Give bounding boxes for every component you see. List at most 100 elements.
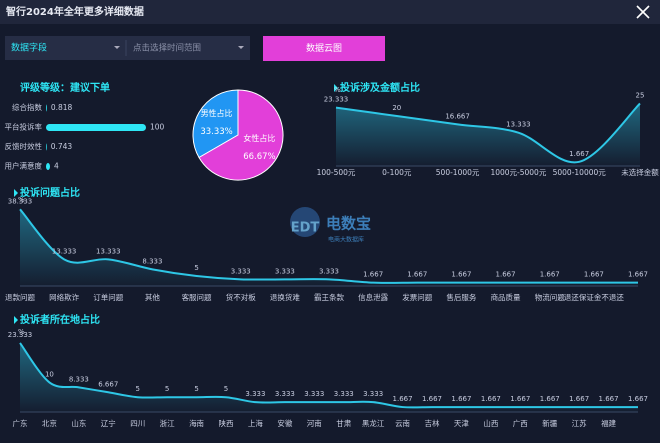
value-label: 4 bbox=[54, 162, 59, 171]
x-tick-label: 未选择金额 bbox=[621, 167, 659, 177]
value-label: 0.743 bbox=[51, 142, 73, 151]
x-tick-label: 海南 bbox=[189, 418, 204, 428]
value-label: 1.667 bbox=[407, 271, 427, 279]
x-tick-label: 广西 bbox=[513, 418, 528, 428]
x-tick-label: 上海 bbox=[248, 418, 263, 428]
watermark-logo: EDT bbox=[291, 221, 320, 236]
value-label: 1.667 bbox=[451, 271, 471, 279]
cloud-button[interactable] bbox=[263, 36, 385, 61]
x-tick-label: 安徽 bbox=[277, 418, 292, 428]
x-tick-label: 云南 bbox=[395, 418, 410, 428]
watermark: EDT 电数宝 电商大数据库 bbox=[290, 207, 371, 244]
value-label: 3.333 bbox=[231, 267, 251, 275]
pie-slice bbox=[192, 89, 239, 159]
line bbox=[19, 342, 638, 409]
cloud-button-label[interactable]: 数据云图 bbox=[306, 42, 342, 54]
x-tick-label: 山西 bbox=[483, 418, 498, 428]
time-select[interactable]: 点击选择时间范围 bbox=[133, 43, 201, 54]
x-tick-label: 河南 bbox=[307, 418, 322, 428]
x-tick-label: 广东 bbox=[13, 418, 28, 428]
bar bbox=[46, 163, 50, 170]
title-icon bbox=[14, 316, 18, 324]
x-tick-label: 陕西 bbox=[219, 418, 234, 428]
x-tick-label: 福建 bbox=[601, 418, 616, 428]
value-label: 23.333 bbox=[8, 331, 33, 339]
value-label: 5 bbox=[165, 385, 169, 393]
x-tick-label: 商品质量 bbox=[491, 292, 521, 302]
x-tick-label: 吉林 bbox=[425, 418, 440, 428]
x-tick-label: 甘肃 bbox=[336, 418, 351, 428]
unit-label: % bbox=[334, 86, 341, 94]
value-label: 10 bbox=[45, 370, 54, 378]
x-tick-label: 江苏 bbox=[572, 418, 587, 428]
line-area bbox=[20, 342, 638, 412]
x-tick-label: 退还保证金不退还 bbox=[564, 292, 624, 302]
value-label: 1.667 bbox=[510, 395, 530, 403]
value-label: 13.333 bbox=[506, 121, 531, 129]
line bbox=[335, 102, 641, 164]
x-tick-label: 货不对板 bbox=[226, 292, 256, 302]
slice-label: 女性占比 bbox=[243, 133, 275, 143]
x-tick-label: 退换货难 bbox=[270, 292, 300, 302]
title-icon bbox=[334, 84, 338, 92]
line bbox=[19, 208, 638, 284]
x-tick-label: 售后服务 bbox=[446, 292, 476, 302]
category-label: 平台投诉率 bbox=[5, 122, 43, 132]
dropdown-arrow bbox=[114, 46, 120, 49]
x-tick-label: 物流问题 bbox=[535, 292, 565, 302]
category-label: 综合指数 bbox=[12, 102, 42, 112]
value-label: 23.333 bbox=[324, 96, 349, 104]
category-label: 反馈时效性 bbox=[5, 141, 43, 151]
value-label: 1.667 bbox=[540, 395, 560, 403]
value-label: 3.333 bbox=[245, 390, 265, 398]
x-tick-label: 浙江 bbox=[160, 418, 175, 428]
field-select[interactable]: 数据字段 bbox=[11, 42, 47, 54]
dropdown-arrow bbox=[238, 46, 244, 49]
chart-title: 评级等级：建议下单 bbox=[20, 81, 110, 94]
x-tick-label: 辽宁 bbox=[101, 418, 116, 428]
value-label: 1.667 bbox=[584, 271, 604, 279]
value-label: 1.667 bbox=[569, 395, 589, 403]
value-label: 5 bbox=[194, 385, 198, 393]
value-label: 3.333 bbox=[334, 390, 354, 398]
header-title: 智行2024年全年更多详细数据 bbox=[6, 5, 144, 18]
x-tick-label: 新疆 bbox=[542, 418, 557, 428]
title-icon bbox=[14, 189, 18, 197]
value-label: 13.333 bbox=[52, 247, 77, 255]
range-select[interactable] bbox=[5, 36, 250, 60]
value-label: 5 bbox=[135, 385, 139, 393]
x-tick-label: 北京 bbox=[42, 418, 57, 428]
x-tick-label: 网络欺诈 bbox=[49, 292, 79, 302]
close-button[interactable] bbox=[636, 5, 650, 19]
value-label: 3.333 bbox=[319, 267, 339, 275]
value-label: 1.667 bbox=[628, 395, 648, 403]
value-label: 1.667 bbox=[451, 395, 471, 403]
value-label: 5 bbox=[194, 264, 198, 272]
value-label: 38.333 bbox=[8, 197, 33, 205]
bar bbox=[46, 143, 47, 151]
watermark-brand: 电数宝 bbox=[326, 215, 371, 233]
value-label: 3.333 bbox=[275, 390, 295, 398]
chart-title: 投诉涉及金额占比 bbox=[340, 81, 420, 94]
bar bbox=[46, 124, 146, 131]
x-tick-label: 天津 bbox=[454, 419, 469, 428]
x-tick-label: 退款问题 bbox=[5, 292, 35, 302]
value-label: 1.667 bbox=[393, 395, 413, 403]
x-tick-label: 客服问题 bbox=[182, 292, 212, 302]
x-tick-label: 信息泄露 bbox=[358, 292, 388, 302]
x-tick-label: 1000元-5000元 bbox=[490, 168, 546, 177]
value-label: 16.667 bbox=[445, 112, 470, 120]
slice-value: 66.67% bbox=[243, 152, 275, 162]
value-label: 1.667 bbox=[599, 395, 619, 403]
value-label: 100 bbox=[150, 123, 165, 132]
x-tick-label: 5000-10000元 bbox=[553, 168, 607, 177]
x-tick-label: 其他 bbox=[145, 292, 160, 302]
slice-label: 男性占比 bbox=[201, 108, 233, 118]
value-label: 1.667 bbox=[481, 395, 501, 403]
bar bbox=[46, 104, 47, 112]
value-label: 8.333 bbox=[69, 375, 89, 383]
value-label: 1.667 bbox=[422, 395, 442, 403]
watermark-sub: 电商大数据库 bbox=[328, 236, 364, 244]
line-area bbox=[336, 103, 640, 166]
